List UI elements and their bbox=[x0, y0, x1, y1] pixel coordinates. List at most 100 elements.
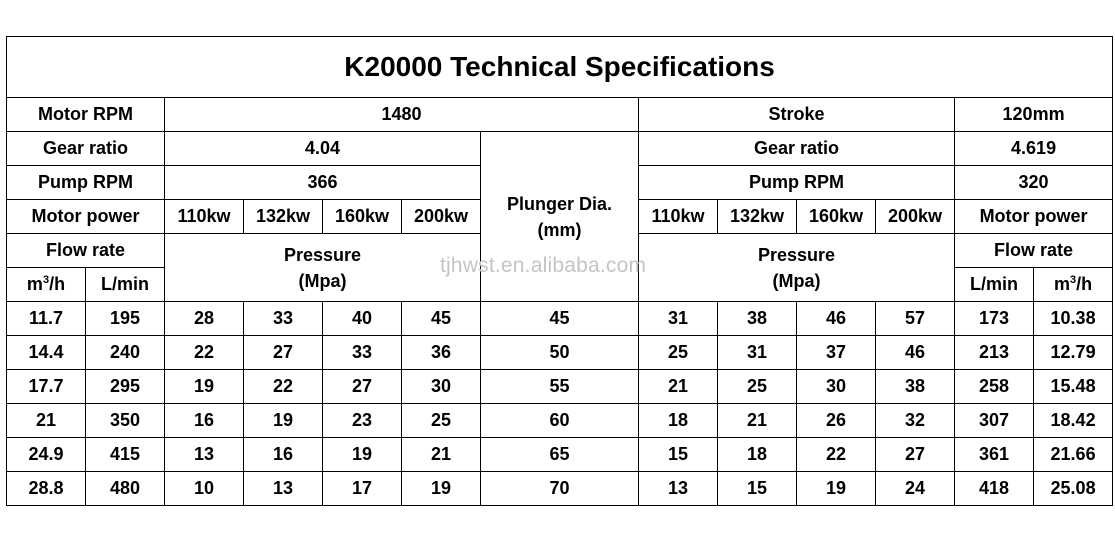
stroke-value: 120mm bbox=[953, 97, 1114, 132]
plunger-dia-value: 65 bbox=[480, 437, 639, 472]
plunger-dia-label: Plunger Dia. bbox=[506, 193, 613, 214]
left-pressure-200: 30 bbox=[401, 369, 481, 404]
left-pressure-200: 19 bbox=[401, 471, 481, 506]
right-flow-lmin: 361 bbox=[954, 437, 1034, 472]
left-pressure-132: 16 bbox=[243, 437, 323, 472]
right-pressure-132: 31 bbox=[717, 335, 797, 370]
right-pressure-110: 21 bbox=[638, 369, 718, 404]
table-row: 14.4 240 22 27 33 36 50 25 31 37 46 213 12.79 bbox=[6, 335, 1114, 370]
left-m3h-unit: m3/h bbox=[6, 267, 86, 302]
right-pressure-132: 25 bbox=[717, 369, 797, 404]
left-pressure-label: Pressure bbox=[283, 244, 362, 265]
table-title: K20000 Technical Specifications bbox=[5, 36, 1114, 98]
stroke-label: Stroke bbox=[638, 97, 955, 132]
right-pump-rpm-label: Pump RPM bbox=[638, 165, 955, 200]
right-pressure-132: 38 bbox=[717, 301, 797, 336]
left-pressure-unit: (Mpa) bbox=[298, 270, 347, 291]
right-pressure-110: 31 bbox=[638, 301, 718, 336]
right-pressure-132: 18 bbox=[717, 437, 797, 472]
left-pressure-160: 23 bbox=[322, 403, 402, 438]
right-pressure-unit: (Mpa) bbox=[772, 270, 821, 291]
left-pressure-132: 19 bbox=[243, 403, 323, 438]
left-flow-lmin: 240 bbox=[85, 335, 165, 370]
left-gear-ratio-label: Gear ratio bbox=[6, 131, 165, 166]
left-flow-lmin: 350 bbox=[85, 403, 165, 438]
plunger-dia-value: 60 bbox=[480, 403, 639, 438]
left-pressure-110: 13 bbox=[164, 437, 244, 472]
left-pressure-110: 19 bbox=[164, 369, 244, 404]
left-pump-rpm-label: Pump RPM bbox=[6, 165, 165, 200]
right-motor-power-label: Motor power bbox=[953, 199, 1114, 234]
left-flow-lmin: 480 bbox=[85, 471, 165, 506]
right-pressure-132: 21 bbox=[717, 403, 797, 438]
left-pressure-160: 27 bbox=[322, 369, 402, 404]
right-flow-lmin: 213 bbox=[954, 335, 1034, 370]
table-row: 21 350 16 19 23 25 60 18 21 26 32 307 18.42 bbox=[6, 403, 1114, 438]
right-gear-ratio-label: Gear ratio bbox=[638, 131, 955, 166]
left-pressure-200: 36 bbox=[401, 335, 481, 370]
left-power-200: 200kw bbox=[401, 199, 481, 234]
right-m3h-unit: m3/h bbox=[1032, 267, 1114, 302]
right-pressure-header: Pressure (Mpa) bbox=[638, 233, 955, 302]
left-pressure-132: 22 bbox=[243, 369, 323, 404]
right-pressure-110: 15 bbox=[638, 437, 718, 472]
plunger-dia-value: 45 bbox=[480, 301, 639, 336]
right-pressure-200: 38 bbox=[875, 369, 955, 404]
left-pump-rpm-value: 366 bbox=[164, 165, 481, 200]
left-flow-m3h: 11.7 bbox=[6, 301, 86, 336]
left-pressure-200: 25 bbox=[401, 403, 481, 438]
table-row: 11.7 195 28 33 40 45 45 31 38 46 57 173 10.38 bbox=[6, 301, 1114, 336]
right-flow-lmin: 307 bbox=[954, 403, 1034, 438]
left-flow-m3h: 28.8 bbox=[6, 471, 86, 506]
right-flow-m3h: 15.48 bbox=[1032, 369, 1114, 404]
left-pressure-132: 27 bbox=[243, 335, 323, 370]
right-pressure-200: 27 bbox=[875, 437, 955, 472]
left-pressure-header: Pressure (Mpa) bbox=[164, 233, 481, 302]
right-power-132: 132kw bbox=[717, 199, 797, 234]
plunger-dia-value: 55 bbox=[480, 369, 639, 404]
right-flow-lmin: 418 bbox=[954, 471, 1034, 506]
right-pressure-110: 25 bbox=[638, 335, 718, 370]
right-flow-m3h: 21.66 bbox=[1032, 437, 1114, 472]
right-pressure-160: 30 bbox=[796, 369, 876, 404]
left-pressure-110: 10 bbox=[164, 471, 244, 506]
right-pressure-160: 22 bbox=[796, 437, 876, 472]
left-power-132: 132kw bbox=[243, 199, 323, 234]
right-pressure-160: 19 bbox=[796, 471, 876, 506]
right-power-110: 110kw bbox=[638, 199, 718, 234]
motor-rpm-value: 1480 bbox=[164, 97, 639, 132]
table-row: 28.8 480 10 13 17 19 70 13 15 19 24 418 25.08 bbox=[6, 471, 1114, 506]
right-pressure-200: 57 bbox=[875, 301, 955, 336]
right-flow-lmin: 173 bbox=[954, 301, 1034, 336]
right-flow-lmin: 258 bbox=[954, 369, 1034, 404]
right-pressure-110: 18 bbox=[638, 403, 718, 438]
left-flow-lmin: 195 bbox=[85, 301, 165, 336]
motor-rpm-label: Motor RPM bbox=[6, 97, 165, 132]
plunger-dia-header: Plunger Dia. (mm) bbox=[480, 131, 639, 302]
right-pressure-200: 32 bbox=[875, 403, 955, 438]
plunger-dia-unit: (mm) bbox=[537, 219, 582, 240]
left-flow-m3h: 17.7 bbox=[6, 369, 86, 404]
table-row: 17.7 295 19 22 27 30 55 21 25 30 38 258 15.48 bbox=[6, 369, 1114, 404]
right-pressure-160: 46 bbox=[796, 301, 876, 336]
right-flow-m3h: 18.42 bbox=[1032, 403, 1114, 438]
right-flow-m3h: 25.08 bbox=[1032, 471, 1114, 506]
left-power-160: 160kw bbox=[322, 199, 402, 234]
left-flow-m3h: 24.9 bbox=[6, 437, 86, 472]
left-motor-power-label: Motor power bbox=[6, 199, 165, 234]
right-flow-rate-label: Flow rate bbox=[953, 233, 1114, 268]
left-pressure-200: 21 bbox=[401, 437, 481, 472]
left-power-110: 110kw bbox=[164, 199, 244, 234]
right-pressure-160: 37 bbox=[796, 335, 876, 370]
left-pressure-132: 13 bbox=[243, 471, 323, 506]
left-pressure-132: 33 bbox=[243, 301, 323, 336]
right-pressure-200: 46 bbox=[875, 335, 955, 370]
spec-table: K20000 Technical Specifications Motor RP… bbox=[5, 36, 1114, 506]
right-pressure-160: 26 bbox=[796, 403, 876, 438]
left-pressure-110: 22 bbox=[164, 335, 244, 370]
left-lmin-unit: L/min bbox=[85, 267, 165, 302]
left-flow-m3h: 21 bbox=[6, 403, 86, 438]
left-flow-m3h: 14.4 bbox=[6, 335, 86, 370]
plunger-dia-value: 50 bbox=[480, 335, 639, 370]
table-row: 24.9 415 13 16 19 21 65 15 18 22 27 361 21.66 bbox=[6, 437, 1114, 472]
